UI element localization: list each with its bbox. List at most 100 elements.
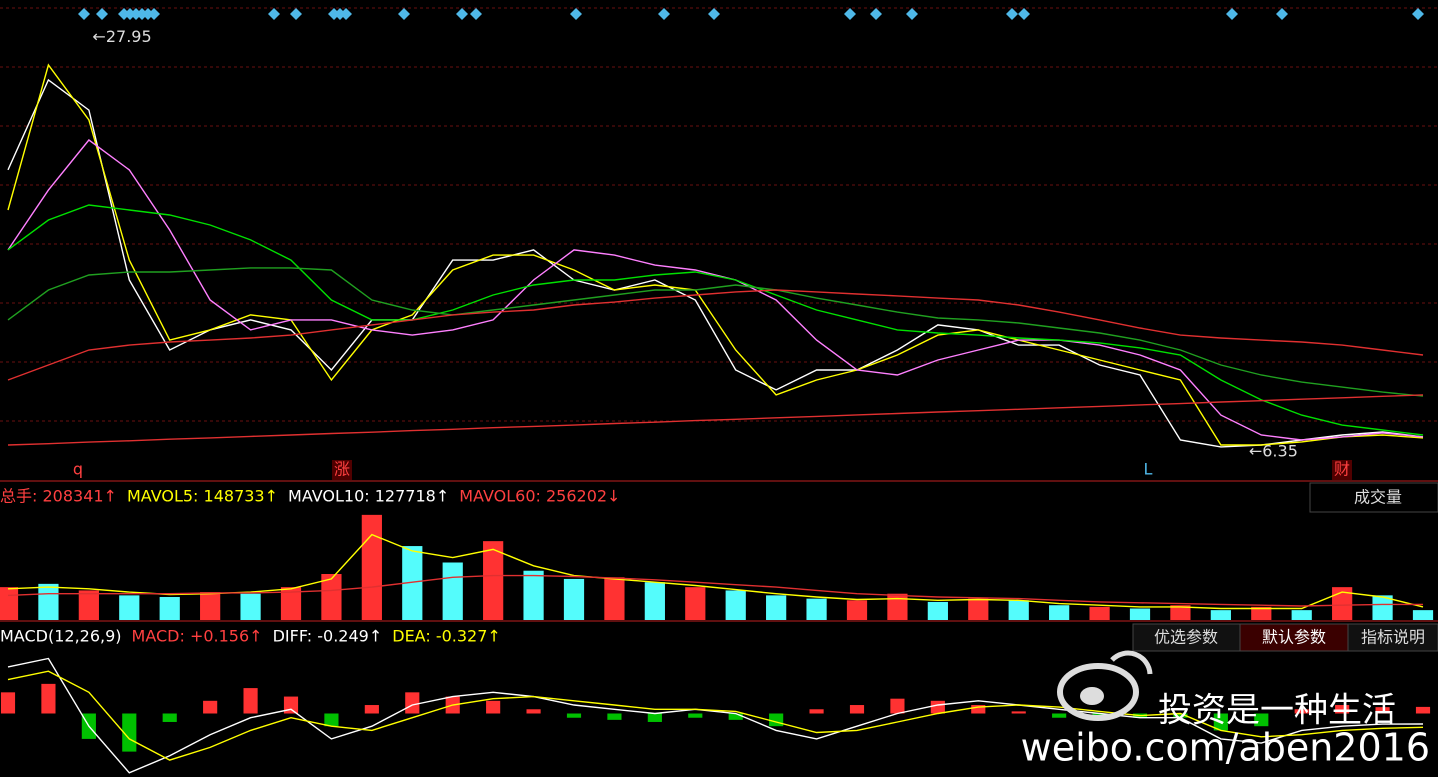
indicator-label: MACD: +0.156↑	[132, 627, 263, 646]
indicator-label: MAVOL60: 256202↓	[459, 487, 620, 506]
macd-bar	[607, 713, 622, 720]
signal-diamond	[340, 8, 352, 20]
volume-bar	[927, 601, 948, 620]
volume-bar	[685, 587, 706, 620]
signal-diamond	[96, 8, 108, 20]
indicator-label: MAVOL10: 127718↑	[288, 487, 449, 506]
watermark-name: 投资是一种生活	[1158, 691, 1396, 731]
volume-bar	[159, 597, 180, 620]
macd-bar	[769, 713, 784, 727]
signal-diamond	[870, 8, 882, 20]
price-annotation: ←6.35	[1249, 442, 1298, 461]
grid	[0, 7, 1438, 422]
macd-bar	[243, 688, 258, 714]
volume-bar	[604, 577, 625, 620]
event-label: 涨	[334, 460, 350, 479]
volume-bar	[402, 546, 423, 620]
volume-bar	[1210, 610, 1231, 620]
signal-diamond	[658, 8, 670, 20]
signal-diamond	[290, 8, 302, 20]
macd-bar	[1213, 713, 1228, 731]
signal-diamond	[398, 8, 410, 20]
signal-diamond	[1412, 8, 1424, 20]
macd-bar	[1254, 713, 1269, 727]
volume-bar	[1372, 595, 1393, 620]
series-line	[7, 63, 1424, 446]
volume-bar	[806, 598, 827, 620]
volume-bar	[968, 598, 989, 620]
volume-bar	[78, 590, 99, 620]
indicator-label: DEA: -0.327↑	[392, 627, 501, 646]
macd-button-box[interactable]	[1347, 623, 1438, 652]
series-line	[7, 139, 1424, 441]
macd-bar	[1335, 705, 1350, 714]
signal-diamond	[268, 8, 280, 20]
series-line	[7, 267, 1424, 397]
volume-bar	[1251, 606, 1272, 620]
macd-button[interactable]: 默认参数	[1262, 628, 1326, 647]
macd-bar	[1294, 709, 1309, 714]
marks: ←27.95 ←6.35 q 涨 L 财总手: 208341↑ MAVOL5: 148733…	[0, 27, 1434, 774]
macd-bar	[526, 709, 541, 714]
macd-bar	[809, 709, 824, 714]
macd-bar	[364, 705, 379, 714]
macd-button-box[interactable]	[1132, 623, 1241, 652]
volume-bar	[887, 593, 908, 620]
macd-bar	[122, 713, 137, 752]
signal-diamond	[1276, 8, 1288, 20]
volume-bar	[483, 541, 504, 620]
volume-bar	[1170, 605, 1191, 620]
macd-button[interactable]: 优选参数	[1154, 628, 1218, 647]
event-box	[68, 460, 88, 480]
indicator-label: MAVOL5: 148733↑	[127, 487, 278, 506]
signal-diamond	[708, 8, 720, 20]
volume-bar	[38, 583, 59, 620]
macd-bar	[890, 698, 905, 714]
macd-button-box[interactable]	[1239, 623, 1349, 652]
series-line	[7, 670, 1424, 761]
macd-bar	[203, 700, 218, 714]
macd-bar	[647, 713, 662, 722]
signal-diamond	[470, 8, 482, 20]
signal-diamond	[78, 8, 90, 20]
signal-diamond	[844, 8, 856, 20]
volume-bar	[846, 600, 868, 620]
volume-bar	[1089, 606, 1110, 620]
macd-bar	[486, 700, 501, 714]
macd-bar	[405, 692, 420, 714]
volume-bar	[321, 574, 342, 620]
signal-diamond	[1006, 8, 1018, 20]
macd-button[interactable]: 指标说明	[1361, 628, 1425, 647]
macd-bar	[1011, 711, 1026, 714]
series-line	[7, 657, 1424, 774]
macd-bar	[0, 692, 16, 714]
signal-diamond	[148, 8, 160, 20]
volume-bar	[442, 562, 463, 620]
volume-bar	[644, 582, 665, 620]
volume-button[interactable]: 成交量	[1354, 488, 1402, 507]
volume-bar	[1049, 605, 1070, 620]
volume-bar	[1332, 587, 1353, 620]
macd-bar	[41, 683, 56, 714]
weibo-logo	[1057, 650, 1153, 721]
event-box	[1138, 460, 1158, 480]
watermark-url: weibo.com/aben2016	[1021, 726, 1430, 770]
macd-bar	[1092, 713, 1107, 716]
volume-bar	[119, 595, 140, 620]
event-label: L	[1144, 460, 1153, 479]
volume-bar	[240, 593, 261, 620]
event-box	[1332, 460, 1352, 480]
volume-bar	[280, 587, 302, 620]
volume-bar	[563, 578, 585, 620]
signal-diamond	[570, 8, 582, 20]
volume-bar	[766, 595, 787, 620]
volume-button-box[interactable]	[1309, 482, 1438, 513]
volume-bar	[1008, 600, 1029, 620]
macd-bar	[1415, 706, 1431, 714]
indicator-label: DIFF: -0.249↑	[273, 627, 383, 646]
macd-bar	[162, 713, 177, 722]
indicator-label: 总手: 208341↑	[0, 487, 117, 506]
event-label: 财	[1334, 460, 1350, 479]
